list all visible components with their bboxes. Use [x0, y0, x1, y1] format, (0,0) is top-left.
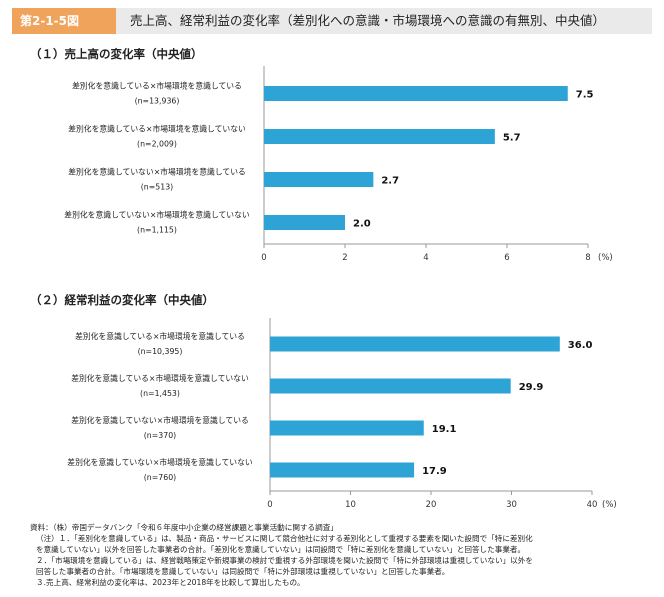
category-label: 差別化を意識していない×市場環境を意識していない — [67, 457, 253, 467]
bar — [270, 462, 415, 478]
bar — [264, 86, 568, 101]
bar-value-label: 7.5 — [576, 90, 594, 101]
bar — [264, 129, 495, 144]
bar-value-label: 29.9 — [519, 382, 544, 393]
x-tick-label: 2 — [342, 253, 347, 263]
x-tick-label: 6 — [504, 253, 509, 263]
note-source: 資料：（株）帝国データバンク「令和６年度中小企業の経営課題と事業活動に関する調査… — [30, 523, 338, 532]
n-label: (n=760) — [144, 473, 176, 482]
bar-value-label: 2.0 — [353, 219, 371, 230]
bar-value-label: 2.7 — [381, 176, 399, 187]
bar-value-label: 5.7 — [503, 133, 521, 144]
note-line-4: 回答した事業者の合計。「市場環境を意識していない」は同設問で「特に外部環境は重視… — [36, 567, 450, 576]
notes: 資料：（株）帝国データバンク「令和６年度中小企業の経営課題と事業活動に関する調査… — [30, 522, 642, 588]
category-label: 差別化を意識している×市場環境を意識している — [75, 331, 245, 341]
n-label: (n=10,395) — [138, 347, 183, 356]
chart1-title: （１）売上高の変化率（中央値） — [30, 47, 203, 61]
profit-change-chart: 0 10 20 30 40 (%) 36.0 差別化を意識している×市場環境を意識している (n… — [67, 318, 617, 510]
bar-value-label: 36.0 — [568, 340, 593, 351]
x-tick-label: 0 — [261, 253, 266, 263]
n-label: (n=13,936) — [135, 97, 180, 106]
figure-title: 売上高、経常利益の変化率（差別化への意識・市場環境への意識の有無別、中央値） — [116, 8, 652, 34]
n-label: (n=1,115) — [137, 226, 177, 235]
sales-change-chart: 0 2 4 6 8 (%) 7.5 差別化を意識している×市場環境を意識している (n=13,9… — [64, 66, 613, 263]
bar-value-label: 17.9 — [422, 466, 447, 477]
category-label: 差別化を意識している×市場環境を意識していない — [68, 124, 246, 134]
note-line-3: ２．「市場環境を意識している」は、経営戦略策定や新規事業の検討で重視する外部環境… — [36, 556, 533, 565]
chart2-title: （２）経常利益の変化率（中央値） — [30, 293, 214, 307]
figure-label: 第2-1-5図 — [12, 8, 116, 34]
category-label: 差別化を意識している×市場環境を意識している — [72, 81, 242, 91]
figure-header: 第2-1-5図 売上高、経常利益の変化率（差別化への意識・市場環境への意識の有無… — [12, 8, 652, 34]
x-tick-label: 40 — [587, 500, 598, 510]
category-label: 差別化を意識していない×市場環境を意識している — [71, 415, 249, 425]
note-line-2: を意識していない」以外を回答した事業者の合計。「差別化を意識していない」は同設問… — [36, 545, 526, 554]
bar — [270, 378, 511, 394]
x-tick-label: 4 — [423, 253, 428, 263]
n-label: (n=370) — [144, 431, 176, 440]
note-line-1: （注）１．「差別化を意識している」は、製品・商品・サービスに関して競合他社に対す… — [36, 534, 533, 543]
x-axis-unit: (%) — [602, 500, 617, 510]
n-label: (n=2,009) — [137, 140, 177, 149]
category-label: 差別化を意識している×市場環境を意識していない — [71, 373, 249, 383]
x-axis-unit: (%) — [598, 253, 613, 263]
bar — [270, 336, 560, 352]
x-tick-label: 10 — [345, 500, 356, 510]
category-label: 差別化を意識していない×市場環境を意識している — [68, 167, 246, 177]
bar-value-label: 19.1 — [432, 424, 457, 435]
category-label: 差別化を意識していない×市場環境を意識していない — [64, 210, 250, 220]
x-tick-label: 20 — [426, 500, 437, 510]
x-tick-label: 8 — [585, 253, 590, 263]
x-tick-label: 30 — [506, 500, 517, 510]
bar — [270, 420, 424, 436]
n-label: (n=1,453) — [140, 389, 180, 398]
note-line-5: ３.売上高、経常利益の変化率は、2023年と2018年を比較して算出したもの。 — [36, 578, 305, 587]
bar — [264, 215, 345, 230]
x-tick-label: 0 — [267, 500, 272, 510]
n-label: (n=513) — [141, 183, 173, 192]
bar — [264, 172, 374, 187]
